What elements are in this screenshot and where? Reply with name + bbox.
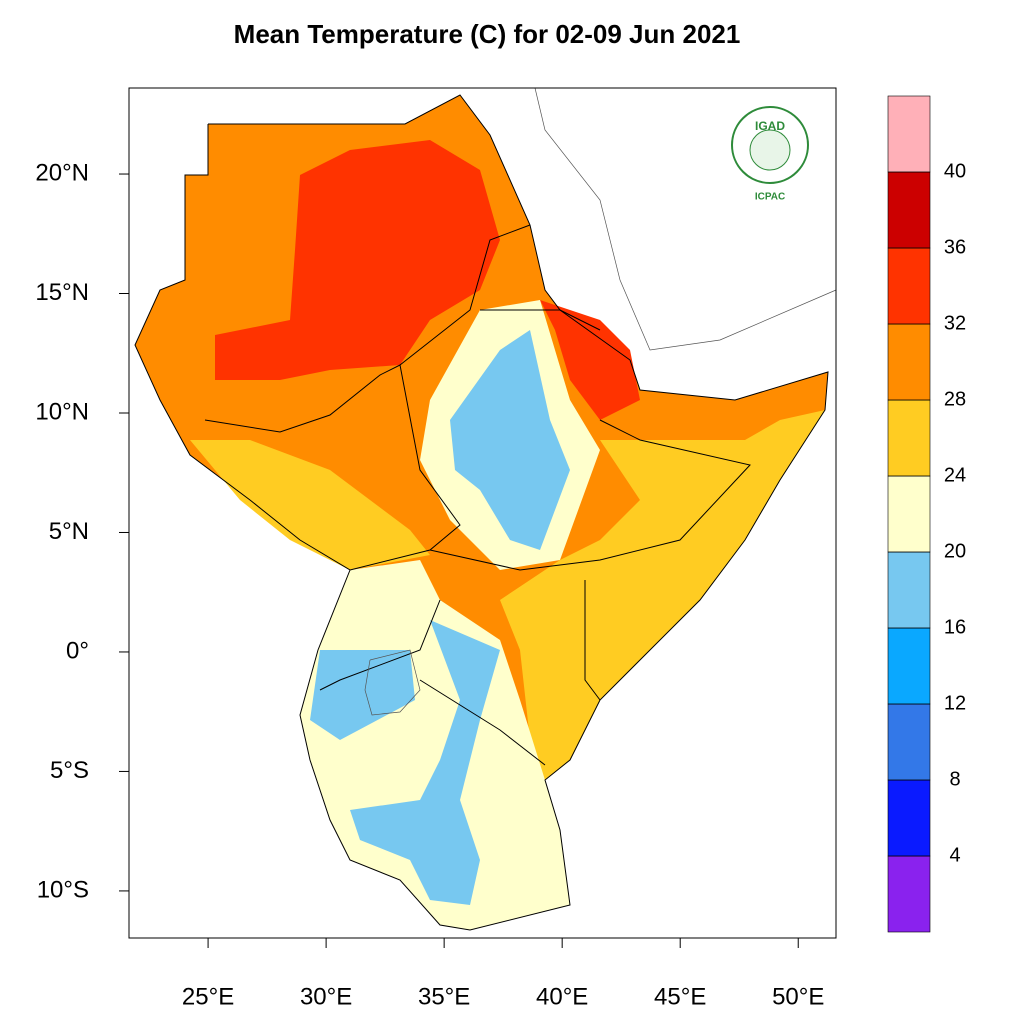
region-hot xyxy=(215,140,500,380)
region-warm-south-sudan xyxy=(190,440,430,570)
country-border xyxy=(419,679,546,766)
plot-frame xyxy=(128,87,837,939)
logo-org: ICPAC xyxy=(755,192,785,203)
colorbar-label: 24 xyxy=(944,464,966,486)
lon-tick-label: 25°E xyxy=(182,983,234,1010)
coastline xyxy=(534,87,837,351)
lon-tick-label: 30°E xyxy=(300,983,352,1010)
colorbar-box xyxy=(887,551,931,629)
map-title: Mean Temperature (C) for 02-09 Jun 2021 xyxy=(234,19,741,49)
country-border xyxy=(584,580,601,701)
colorbar-label: 20 xyxy=(944,540,966,562)
region-cool-tanzania xyxy=(350,620,500,905)
lat-tick-label: 20°N xyxy=(35,159,89,186)
colorbar-box xyxy=(887,475,931,553)
colorbar-box xyxy=(887,247,931,325)
colorbar-label: 8 xyxy=(949,768,960,790)
region-cool-lakes xyxy=(310,650,415,740)
lon-tick-label: 45°E xyxy=(654,983,706,1010)
lon-tick-label: 40°E xyxy=(536,983,588,1010)
country-border xyxy=(429,419,751,571)
region-warm-horn xyxy=(500,410,825,780)
colorbar-label: 16 xyxy=(944,616,966,638)
lat-tick-label: 15°N xyxy=(35,279,89,306)
colorbar-box xyxy=(887,171,931,249)
lat-tick-label: 10°N xyxy=(35,398,89,425)
country-border xyxy=(134,94,829,931)
lat-tick-label: 5°S xyxy=(50,757,89,784)
lake-outline xyxy=(364,649,421,716)
map-area xyxy=(128,87,837,939)
colorbar-label: 32 xyxy=(944,312,966,334)
logo: IGAD ICPAC xyxy=(731,106,809,203)
region-cool-ethiopia xyxy=(450,330,570,550)
lat-tick-label: 0° xyxy=(66,637,89,664)
lon-tick-label: 50°E xyxy=(772,983,824,1010)
colorbar-label: 12 xyxy=(944,692,966,714)
colorbar-label: 36 xyxy=(944,236,966,258)
region-hot-east xyxy=(540,300,640,420)
colorbar-label: 4 xyxy=(949,844,960,866)
colorbar-box xyxy=(887,95,931,173)
country-border xyxy=(319,599,441,691)
country-border xyxy=(480,309,601,331)
colorbar-box xyxy=(887,627,931,705)
colorbar-label: 28 xyxy=(944,388,966,410)
colorbar-box xyxy=(887,323,931,401)
colorbar-box xyxy=(887,855,931,933)
lat-tick-label: 10°S xyxy=(37,876,89,903)
colorbar-box xyxy=(887,703,931,781)
colorbar-box xyxy=(887,779,931,857)
lat-tick-label: 5°N xyxy=(49,518,89,545)
logo-name: IGAD xyxy=(755,119,785,133)
colorbar-box xyxy=(887,399,931,477)
logo-globe xyxy=(749,129,791,171)
lon-tick-label: 35°E xyxy=(418,983,470,1010)
colorbar-label: 40 xyxy=(944,160,966,182)
country-border xyxy=(399,224,531,366)
